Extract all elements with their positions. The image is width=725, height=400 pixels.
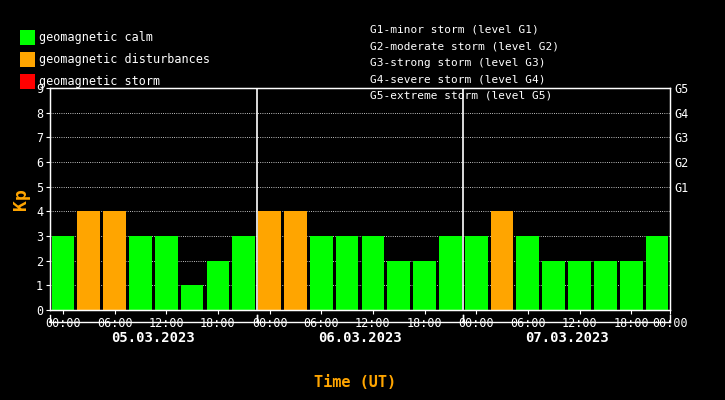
Bar bbox=[516, 236, 539, 310]
Bar bbox=[594, 261, 617, 310]
Bar bbox=[207, 261, 229, 310]
Text: G1-minor storm (level G1): G1-minor storm (level G1) bbox=[370, 25, 539, 35]
Bar bbox=[310, 236, 333, 310]
Bar bbox=[542, 261, 565, 310]
Bar bbox=[362, 236, 384, 310]
Bar bbox=[129, 236, 152, 310]
Text: G3-strong storm (level G3): G3-strong storm (level G3) bbox=[370, 58, 545, 68]
Bar bbox=[78, 211, 100, 310]
Text: geomagnetic disturbances: geomagnetic disturbances bbox=[39, 53, 210, 66]
Text: 06.03.2023: 06.03.2023 bbox=[318, 331, 402, 345]
Bar bbox=[413, 261, 436, 310]
Bar bbox=[336, 236, 358, 310]
Bar bbox=[387, 261, 410, 310]
Text: geomagnetic storm: geomagnetic storm bbox=[39, 75, 160, 88]
Text: 07.03.2023: 07.03.2023 bbox=[525, 331, 608, 345]
Bar bbox=[233, 236, 255, 310]
Bar bbox=[646, 236, 668, 310]
Text: 05.03.2023: 05.03.2023 bbox=[112, 331, 195, 345]
Bar bbox=[620, 261, 642, 310]
Text: G4-severe storm (level G4): G4-severe storm (level G4) bbox=[370, 74, 545, 84]
Bar bbox=[51, 236, 74, 310]
Bar bbox=[103, 211, 126, 310]
Bar bbox=[284, 211, 307, 310]
Bar bbox=[155, 236, 178, 310]
Bar bbox=[439, 236, 462, 310]
Text: G5-extreme storm (level G5): G5-extreme storm (level G5) bbox=[370, 91, 552, 101]
Bar bbox=[258, 211, 281, 310]
Bar bbox=[465, 236, 487, 310]
Bar bbox=[181, 285, 204, 310]
Y-axis label: Kp: Kp bbox=[12, 188, 30, 210]
Text: geomagnetic calm: geomagnetic calm bbox=[39, 31, 153, 44]
Bar bbox=[491, 211, 513, 310]
Text: Time (UT): Time (UT) bbox=[314, 375, 397, 390]
Text: G2-moderate storm (level G2): G2-moderate storm (level G2) bbox=[370, 42, 559, 52]
Bar bbox=[568, 261, 591, 310]
